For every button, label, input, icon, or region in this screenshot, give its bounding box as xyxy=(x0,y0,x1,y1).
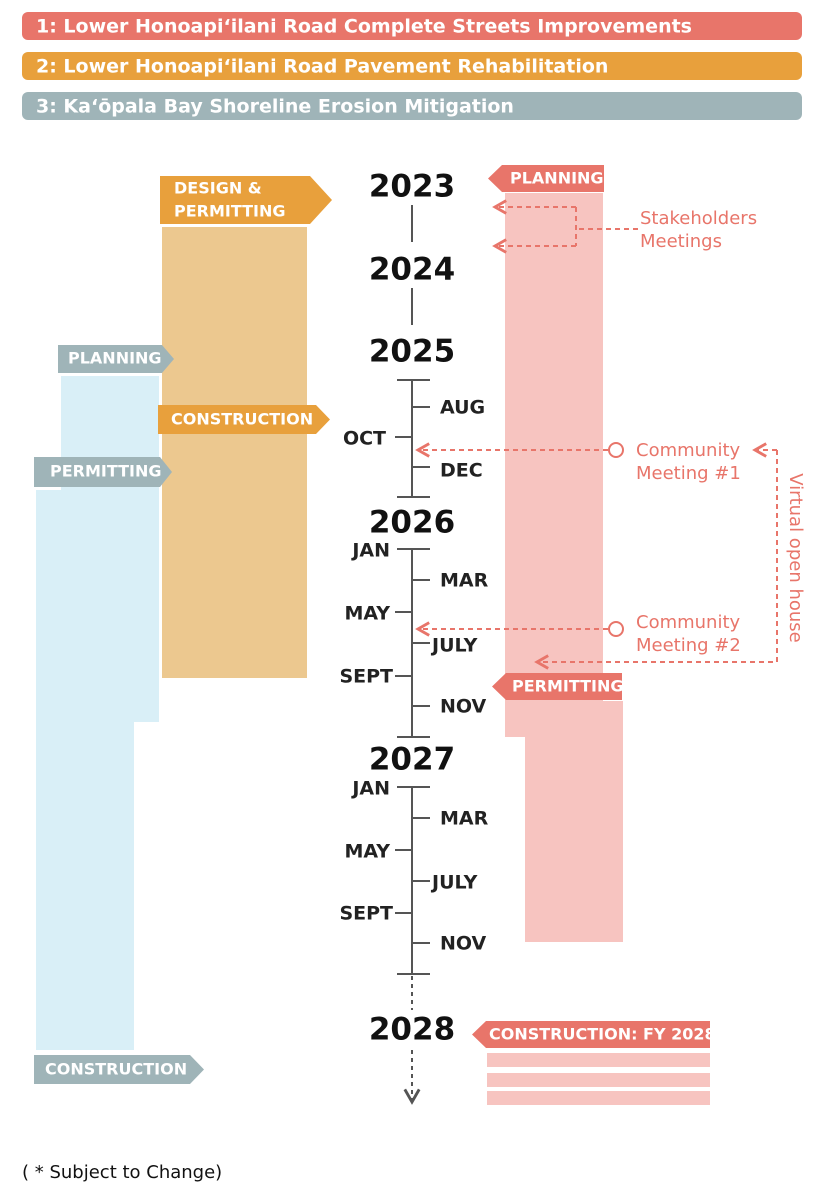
annotation: Meetings xyxy=(640,231,722,252)
legend-label: 2: Lower Honoapi‘ilani Road Pavement Reh… xyxy=(36,56,608,78)
phase-bar xyxy=(36,490,134,1050)
phase-label: PLANNING xyxy=(510,169,604,188)
phase-tag xyxy=(58,345,174,373)
annotation: Meeting #1 xyxy=(636,463,741,484)
month-label: JAN xyxy=(350,540,390,562)
phase-label: PERMITTING xyxy=(50,462,162,481)
phase-label: CONSTRUCTION xyxy=(171,410,313,429)
legend-bar xyxy=(22,92,802,120)
annotation: Community xyxy=(636,440,741,461)
annotation: Meeting #2 xyxy=(636,635,741,656)
phase-label: PLANNING xyxy=(68,349,162,368)
phase-tag xyxy=(160,176,332,224)
month-label: MAY xyxy=(344,603,390,625)
phase-tag xyxy=(492,673,622,700)
month-label: MAR xyxy=(440,808,489,830)
meeting-marker xyxy=(608,442,624,458)
legend-bar xyxy=(22,12,802,40)
annotation: Stakeholders xyxy=(640,208,757,229)
connector xyxy=(534,450,778,670)
month-label: JULY xyxy=(430,635,478,657)
phase-bar xyxy=(505,193,603,737)
month-label: OCT xyxy=(343,428,386,450)
month-label: JAN xyxy=(350,778,390,800)
month-label: SEPT xyxy=(339,903,393,925)
phase-label: CONSTRUCTION xyxy=(45,1060,187,1079)
phase-bar xyxy=(162,227,307,678)
meeting-marker xyxy=(608,621,624,637)
year-label: 2028 xyxy=(369,1012,455,1048)
annotation: Virtual open house xyxy=(785,473,806,642)
year-label: 2026 xyxy=(369,505,455,541)
phase-tag xyxy=(158,405,330,434)
phase-bar xyxy=(487,1053,710,1067)
phase-tag xyxy=(472,1021,710,1048)
phase-bar xyxy=(487,1073,710,1087)
phase-label: DESIGN & xyxy=(174,179,262,198)
annotation: Community xyxy=(636,612,741,633)
legend-label: 1: Lower Honoapi‘ilani Road Complete Str… xyxy=(36,16,692,38)
month-label: JULY xyxy=(430,872,478,894)
month-label: NOV xyxy=(440,933,487,955)
phase-label: PERMITTING xyxy=(174,202,286,221)
month-label: DEC xyxy=(440,460,483,482)
month-label: MAR xyxy=(440,570,489,592)
legend-bar xyxy=(22,52,802,80)
phase-bar xyxy=(525,701,623,942)
month-label: MAY xyxy=(344,841,390,863)
phase-tag xyxy=(34,457,172,487)
month-label: AUG xyxy=(440,397,485,419)
footnote: ( * Subject to Change) xyxy=(22,1162,222,1183)
phase-label: CONSTRUCTION: FY 2028 xyxy=(489,1025,716,1044)
phase-tag xyxy=(34,1055,204,1084)
year-label: 2023 xyxy=(369,169,455,205)
phase-label: PERMITTING xyxy=(512,677,624,696)
year-label: 2027 xyxy=(369,742,455,778)
legend-label: 3: Ka‘ōpala Bay Shoreline Erosion Mitiga… xyxy=(36,96,514,118)
phase-bar xyxy=(487,1091,710,1105)
year-label: 2024 xyxy=(369,252,455,288)
year-label: 2025 xyxy=(369,334,455,370)
month-label: NOV xyxy=(440,696,487,718)
phase-tag xyxy=(488,165,604,192)
month-label: SEPT xyxy=(339,666,393,688)
